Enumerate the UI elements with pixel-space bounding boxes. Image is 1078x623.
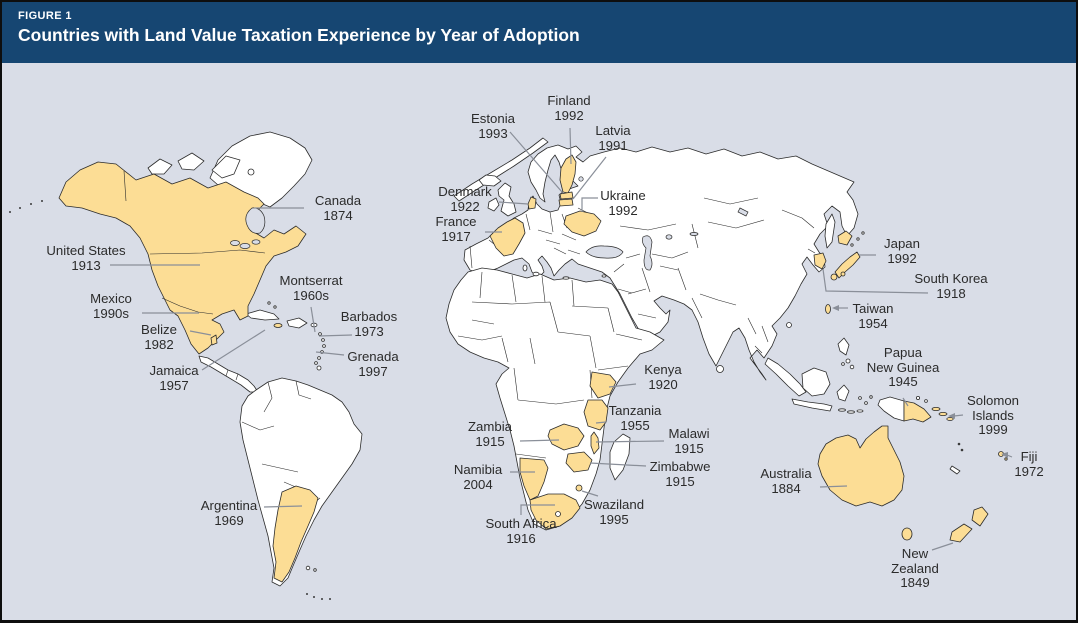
label-barbados: Barbados 1973: [340, 309, 398, 339]
label-argentina: Argentina 1969: [200, 498, 258, 528]
estonia-highlight: [559, 191, 574, 200]
ukraine-highlight: [563, 210, 602, 237]
africa-shape: [445, 267, 665, 531]
label-estonia: Estonia 1993: [471, 111, 515, 141]
argentina-highlight: [272, 485, 319, 583]
papua-new-guinea-highlight: [903, 400, 932, 423]
label-denmark: Denmark 1922: [438, 184, 492, 214]
uk-shape: [497, 182, 517, 217]
sri-lanka-shape: [716, 365, 724, 373]
solomon-islands-highlight: [931, 406, 941, 411]
label-new-zealand: New Zealand 1849: [891, 546, 939, 591]
france-highlight: [489, 217, 526, 257]
finland-highlight: [559, 154, 577, 194]
label-united-states: United States 1913: [46, 243, 126, 273]
belize-highlight: [210, 334, 218, 346]
sakhalin-shape: [824, 213, 836, 249]
south-korea-highlight: [813, 252, 827, 270]
iceland-shape: [478, 174, 502, 187]
inland-seas: [9, 176, 964, 600]
label-zambia: Zambia 1915: [468, 419, 512, 449]
south-america-shape: [239, 377, 363, 587]
label-grenada: Grenada 1997: [347, 349, 399, 379]
label-swaziland: Swaziland 1995: [583, 497, 645, 527]
label-mexico: Mexico 1990s: [90, 291, 132, 321]
country-borders: [225, 197, 816, 509]
malawi-highlight: [590, 431, 600, 455]
north-america-highlight: [58, 161, 307, 355]
south-africa-highlight: [529, 493, 581, 530]
label-taiwan: Taiwan 1954: [852, 301, 894, 331]
label-tanzania: Tanzania 1955: [608, 403, 662, 433]
label-fiji: Fiji 1972: [1014, 449, 1044, 479]
denmark-highlight: [527, 196, 537, 210]
label-jamaica: Jamaica 1957: [149, 363, 199, 393]
zambia-highlight: [547, 423, 585, 451]
figure-number: FIGURE 1: [18, 10, 72, 22]
label-latvia: Latvia 1991: [595, 123, 631, 153]
zimbabwe-highlight: [565, 451, 593, 473]
hudson-bay: [245, 207, 266, 234]
figure-title: Countries with Land Value Taxation Exper…: [18, 25, 580, 45]
cuba-shape: [245, 309, 280, 321]
japan-honshu-highlight: [834, 251, 861, 279]
label-solomon-islands: Solomon Islands 1999: [966, 393, 1020, 438]
namibia-highlight: [519, 457, 549, 501]
new-zealand-north-highlight: [971, 506, 989, 527]
label-japan: Japan 1992: [884, 236, 920, 266]
kenya-highlight: [589, 371, 617, 399]
jamaica-highlight: [273, 323, 283, 328]
west-papua-shape: [877, 396, 905, 422]
figure-header: FIGURE 1 Countries with Land Value Taxat…: [2, 2, 1076, 63]
leader-lines: [110, 127, 1013, 551]
madagascar-shape: [609, 433, 631, 481]
label-ukraine: Ukraine 1992: [600, 188, 646, 218]
label-kenya: Kenya 1920: [644, 362, 682, 392]
label-south-africa: South Africa 1916: [485, 516, 557, 546]
black-sea: [585, 245, 624, 259]
lesotho-shape: [555, 511, 561, 517]
latvia-highlight: [558, 198, 574, 207]
landmasses: [147, 131, 961, 587]
label-france: France 1917: [435, 214, 477, 244]
label-montserrat: Montserrat 1960s: [279, 273, 343, 303]
label-south-korea: South Korea 1918: [914, 271, 988, 301]
label-zimbabwe: Zimbabwe 1915: [649, 459, 711, 489]
taiwan-highlight: [825, 304, 831, 314]
label-malawi: Malawi 1915: [668, 426, 710, 456]
label-papua-new-guinea: Papua New Guinea 1945: [866, 345, 940, 390]
label-belize: Belize 1982: [141, 322, 177, 352]
tasmania-highlight: [901, 527, 913, 541]
label-namibia: Namibia 2004: [453, 462, 503, 492]
label-finland: Finland 1992: [547, 93, 591, 123]
caspian-sea: [642, 235, 653, 271]
new-zealand-south-highlight: [949, 523, 973, 543]
label-canada: Canada 1874: [314, 193, 362, 223]
swaziland-highlight: [575, 484, 583, 492]
label-australia: Australia 1884: [760, 466, 812, 496]
japan-hokkaido-highlight: [837, 230, 853, 246]
